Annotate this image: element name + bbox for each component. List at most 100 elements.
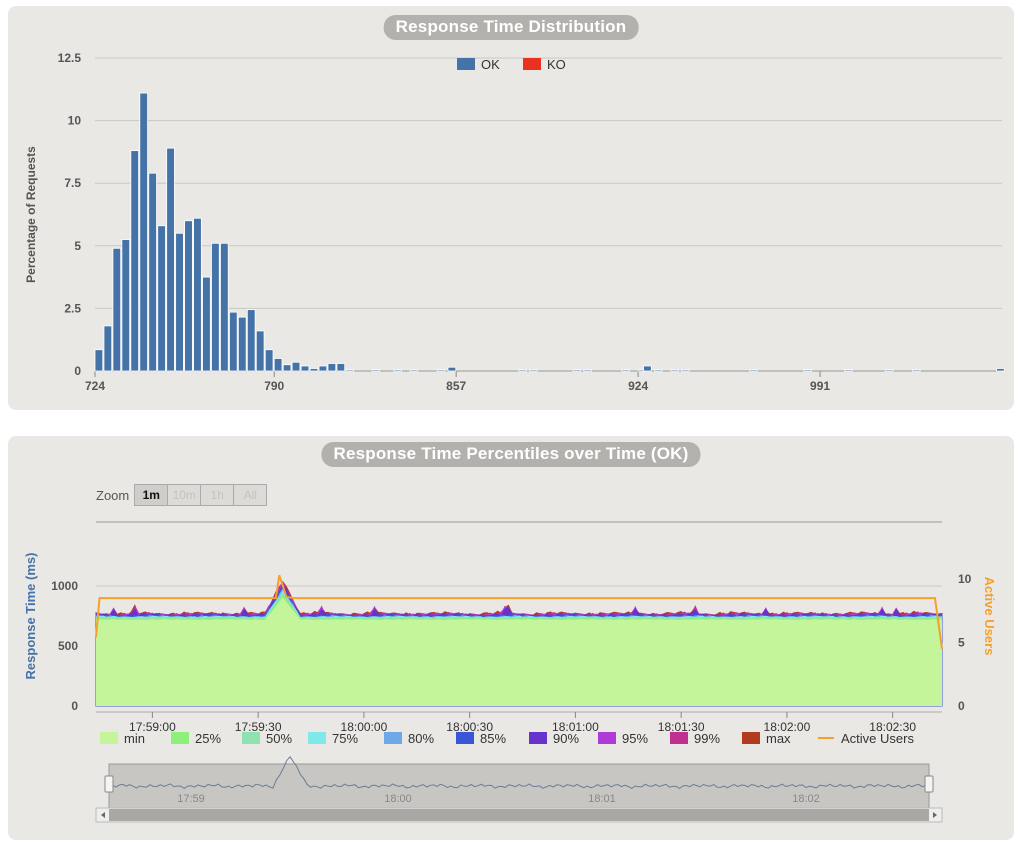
bar-ok [202,276,211,372]
left-axis-label: Response Time (ms) [23,553,38,680]
bar-ok [583,369,592,372]
bar-ok [436,369,446,372]
y-tick-label: 5 [74,239,81,253]
x-tick-label: 17:59:00 [129,720,176,734]
bar-ok [229,311,238,372]
bar-ok [518,369,527,372]
y-tick-label: 2.5 [64,301,81,315]
bar-ok [318,365,328,372]
percentiles-panel: Response Time Percentiles over Time (OK)… [8,436,1014,840]
bar-ok [121,239,131,372]
bar-ok [94,349,104,372]
bar-ok [327,363,337,372]
navigator-right-handle[interactable] [924,775,934,793]
chart-title: Response Time Percentiles over Time (OK) [321,442,701,467]
navigator-left-handle[interactable] [104,775,114,793]
bar-ok [621,369,630,372]
navigator-time-label: 18:01 [588,793,616,805]
bar-ok [996,368,1005,372]
bar-ok [844,369,853,372]
bar-ok [255,330,265,372]
bar-ok [246,309,256,372]
navigator-time-label: 17:59 [177,793,205,805]
bar-ok [220,242,229,372]
bar-ok [447,366,457,372]
legend-label-90pct: 90% [553,731,579,746]
legend-label-75pct: 75% [332,731,358,746]
bar-ok [309,368,319,372]
bar-ok [103,325,113,372]
x-tick-label: 17:59:30 [235,720,282,734]
bar-ok [264,349,274,372]
y-tick-label: 0 [74,364,81,378]
bar-ok [300,365,310,372]
bar-ok [291,361,301,372]
bar-ok [643,365,652,372]
legend-label-active-users: Active Users [841,731,914,746]
bar-ok [184,220,193,372]
y-tick-label: 7.5 [64,176,81,190]
area-series-min [96,597,942,706]
bar-ok [175,232,184,372]
bar-ok [911,369,921,372]
scroll-left-arrow-icon[interactable] [101,812,105,818]
x-tick-label: 857 [446,379,466,393]
right-tick-label: 10 [958,572,972,586]
bar-ok [884,369,894,372]
navigator-series-line [108,755,930,790]
x-tick-label: 991 [810,379,830,393]
bar-ok [273,358,283,372]
percentiles-chart: 1000 500 0 10 5 0 Response Time (ms) Active Use… [23,521,997,823]
y-axis-label: Percentage of Requests [24,146,38,283]
bar-ok [211,242,220,372]
legend-swatch-99pct [670,732,688,744]
x-tick-label: 18:00:30 [446,720,493,734]
legend-label-ok: OK [481,57,500,72]
legend-label-min: min [124,731,145,746]
legend-swatch-80pct [384,732,402,744]
bar-ok [193,217,202,372]
y-tick-label: 12.5 [58,51,82,65]
zoom-1h-button[interactable]: 1h [200,484,235,506]
x-tick-label: 724 [85,379,105,393]
x-tick-label: 18:01:30 [658,720,705,734]
response-time-distribution-panel: Response Time Distribution 12.5 10 7.5 5 2.5… [8,6,1014,410]
right-tick-label: 5 [958,636,965,650]
scroll-right-arrow-icon[interactable] [933,812,937,818]
bar-ok [670,369,679,372]
zoom-all-button[interactable]: All [233,484,268,506]
right-axis-label: Active Users [982,577,997,656]
right-tick-label: 0 [958,699,965,713]
zoom-label: Zoom [96,487,130,503]
scrollbar-thumb[interactable] [109,809,929,821]
legend-swatch-ko [523,58,541,70]
left-tick-label: 1000 [51,579,78,593]
legend-swatch-90pct [529,732,547,744]
zoom-1m-button[interactable]: 1m [134,484,169,506]
left-tick-label: 0 [71,699,78,713]
legend-swatch-85pct [456,732,474,744]
legend-swatch-95pct [598,732,616,744]
bar-ok [749,369,758,372]
legend-swatch-max [742,732,760,744]
x-tick-label: 18:00:00 [341,720,388,734]
bar-ok [139,92,148,372]
legend-label-max: max [766,731,791,746]
bar-ok [282,364,292,372]
bar-ok [237,316,247,372]
bar-ok [409,369,419,372]
legend-label-80pct: 80% [408,731,434,746]
bar-ok [336,363,346,372]
bar-ok [112,247,122,372]
chart-title: Response Time Distribution [383,15,639,40]
navigator-time-label: 18:02 [792,793,820,805]
legend-label-25pct: 25% [195,731,221,746]
zoom-10m-button[interactable]: 10m [167,484,202,506]
bar-ok [529,369,538,372]
active-users-line [95,574,943,649]
zoom-control: Zoom 1m 10m 1h All [96,484,268,506]
bar-ok [148,172,157,372]
legend-swatch-75pct [308,732,326,744]
bar-ok [130,150,140,372]
legend-label-99pct: 99% [694,731,720,746]
